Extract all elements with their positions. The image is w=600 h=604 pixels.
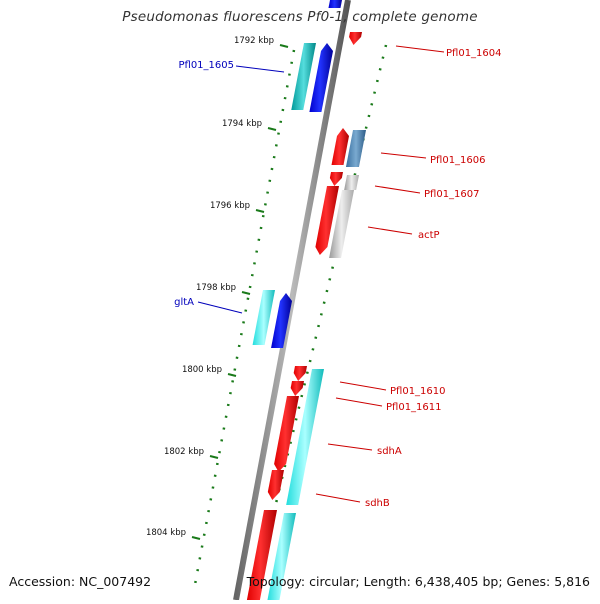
- gene-sdh-operon-cds[interactable]: [286, 369, 324, 505]
- gene-pfl01-1604[interactable]: [349, 32, 362, 45]
- gene-label[interactable]: Pfl01_1611: [386, 402, 442, 413]
- gene-label-leader: [335, 397, 383, 407]
- gene-label-leader: [235, 65, 285, 73]
- gene-label[interactable]: Pfl01_1606: [430, 155, 486, 166]
- gene-label[interactable]: sdhA: [377, 446, 402, 457]
- gene-pfl01-1607-cds[interactable]: [344, 175, 359, 190]
- gene-actp-cds[interactable]: [329, 190, 354, 258]
- gene-label[interactable]: Pfl01_1605: [178, 60, 234, 71]
- gene-pfl01-1607[interactable]: [329, 172, 343, 186]
- gene-label[interactable]: gltA: [174, 297, 194, 308]
- scale-tick-label: 1796 kbp: [210, 201, 250, 211]
- scale-tick: [279, 44, 289, 48]
- gene-pfl01-1606[interactable]: [331, 128, 349, 165]
- scale-tick-label: 1794 kbp: [222, 119, 262, 129]
- scale-tick: [227, 373, 237, 377]
- gene-sdhb[interactable]: [267, 470, 284, 500]
- gene-pfl01-1611[interactable]: [290, 381, 304, 396]
- scale-tick-label: 1802 kbp: [164, 447, 204, 457]
- scale-tick: [209, 455, 219, 459]
- gene-label[interactable]: Pfl01_1610: [390, 386, 446, 397]
- gene-label-leader: [395, 45, 445, 53]
- gene-label-leader: [315, 493, 361, 503]
- genome-info-text: Topology: circular; Length: 6,438,405 bp…: [246, 574, 590, 589]
- genome-backbone: [233, 0, 351, 601]
- gene-label[interactable]: sdhB: [365, 498, 390, 509]
- scale-tick-label: 1798 kbp: [196, 283, 236, 293]
- gene-label[interactable]: actP: [418, 230, 440, 241]
- gene-label-leader: [339, 381, 387, 391]
- accession-text: Accession: NC_007492: [9, 574, 152, 589]
- gene-sdha[interactable]: [274, 396, 299, 472]
- gene-label-leader: [197, 301, 243, 314]
- gene-label-leader: [380, 152, 427, 159]
- gene-pfl01-1605[interactable]: [309, 43, 333, 112]
- scale-tick: [191, 536, 201, 540]
- gene-pfl01-1606-cds[interactable]: [345, 130, 366, 167]
- gene-lower-cds[interactable]: [267, 513, 296, 600]
- gene-glta-cds[interactable]: [252, 290, 275, 345]
- scale-tick: [255, 209, 265, 213]
- gene-glta[interactable]: [271, 293, 292, 348]
- scale-tick-label: 1800 kbp: [182, 365, 222, 375]
- gene-pfl01-1610[interactable]: [293, 366, 307, 381]
- gene-lower-reverse[interactable]: [246, 510, 277, 600]
- gene-label-leader: [327, 443, 373, 451]
- gene-label-leader: [367, 226, 413, 235]
- scale-tick: [267, 127, 277, 131]
- gene-pfl01-1605-cds[interactable]: [291, 43, 316, 110]
- gene-fragment-forward[interactable]: [328, 0, 342, 8]
- scale-tick: [241, 291, 251, 295]
- gene-label[interactable]: Pfl01_1604: [446, 48, 502, 59]
- gene-label[interactable]: Pfl01_1607: [424, 189, 480, 200]
- scale-tick-label: 1792 kbp: [234, 36, 274, 46]
- gene-label-leader: [374, 185, 421, 194]
- map-title: Pseudomonas fluorescens Pf0-1, complete …: [122, 9, 478, 25]
- gene-actp[interactable]: [315, 186, 339, 255]
- scale-tick-label: 1804 kbp: [146, 528, 186, 538]
